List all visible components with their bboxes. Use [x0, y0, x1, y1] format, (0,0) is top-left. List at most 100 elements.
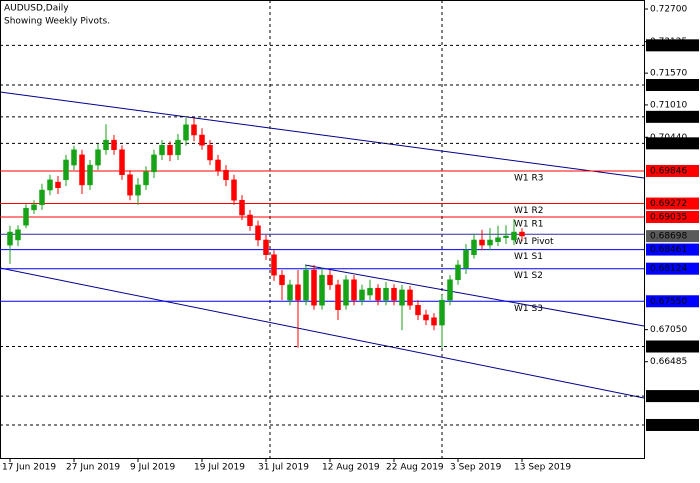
- candle-body: [15, 229, 21, 241]
- level-name: W1 R2: [514, 206, 543, 216]
- candle-body: [71, 149, 77, 166]
- level-label-box: [646, 243, 699, 256]
- level-name: W1 R1: [514, 219, 543, 229]
- candle-body: [63, 159, 69, 181]
- candle-body: [343, 279, 349, 306]
- trend-line: [0, 267, 645, 399]
- level-label-box: [646, 390, 699, 403]
- candle-body: [263, 239, 269, 255]
- candle-body: [439, 299, 445, 326]
- x-tick-label: 22 Aug 2019: [386, 463, 444, 473]
- level-label-box: [646, 340, 699, 353]
- level-label: 0.69035: [650, 212, 687, 222]
- x-tick-label: 3 Sep 2019: [450, 463, 502, 473]
- candle-body: [23, 207, 29, 226]
- chart-subtitle: Showing Weekly Pivots.: [4, 17, 110, 27]
- candle-body: [127, 174, 133, 196]
- candle-body: [351, 279, 357, 301]
- level-label-box: [646, 110, 699, 123]
- level-name: W1 S2: [514, 271, 543, 281]
- level-label: 0.70800: [650, 112, 687, 122]
- level-label-box: [646, 262, 699, 275]
- level-label-box: [646, 39, 699, 52]
- plot-frame: [0, 0, 645, 459]
- candle-body: [375, 287, 381, 301]
- candle-body: [495, 237, 501, 242]
- x-tick-label: 31 Jul 2019: [258, 463, 309, 473]
- candle-body: [479, 239, 485, 246]
- x-tick-label: 27 Jun 2019: [66, 463, 120, 473]
- candle-body: [247, 214, 253, 227]
- level-label: 0.69272: [650, 199, 687, 209]
- candle-body: [199, 134, 205, 146]
- candle-body: [335, 284, 341, 311]
- x-tick-label: 17 Jun 2019: [2, 463, 56, 473]
- candle-body: [143, 171, 149, 186]
- level-label-box: [646, 295, 699, 308]
- candle-body: [311, 269, 317, 306]
- candle-body: [447, 279, 453, 301]
- y-tick-label: 0.66485: [650, 357, 687, 367]
- trend-line: [0, 91, 645, 179]
- level-label-box: [646, 197, 699, 210]
- candle-body: [519, 231, 525, 237]
- candle-body: [31, 204, 37, 211]
- candle-body: [463, 249, 469, 269]
- level-label-box: [646, 137, 699, 150]
- candle-body: [287, 284, 293, 301]
- level-label-box: [646, 79, 699, 92]
- level-label: 0.65879: [650, 392, 687, 402]
- candle-body: [167, 144, 173, 156]
- level-label: 0.68461: [650, 245, 687, 255]
- trend-line: [304, 264, 645, 327]
- candle-body: [319, 274, 325, 306]
- chart-title: AUDUSD,Daily: [4, 4, 69, 14]
- candle-body: [231, 179, 237, 201]
- candle-body: [391, 287, 397, 301]
- candle-body: [279, 274, 285, 286]
- candle-body: [423, 314, 429, 321]
- x-tick-label: 19 Jul 2019: [194, 463, 245, 473]
- level-label: 0.70333: [650, 139, 687, 149]
- candle-body: [223, 169, 229, 181]
- candle-body: [327, 274, 333, 286]
- candle-body: [383, 287, 389, 301]
- candle-body: [151, 154, 157, 173]
- candle-body: [111, 139, 117, 151]
- candle-body: [79, 154, 85, 186]
- candle-body: [183, 124, 189, 141]
- current-price-box: [646, 230, 699, 243]
- candle-body: [47, 179, 53, 191]
- candle-body: [487, 239, 493, 246]
- candle-body: [399, 289, 405, 306]
- candle-body: [207, 144, 213, 161]
- level-label: 0.66753: [650, 342, 687, 352]
- x-tick-label: 13 Sep 2019: [514, 463, 571, 473]
- candle-body: [415, 304, 421, 316]
- candle-body: [431, 317, 437, 326]
- level-label: 0.69846: [650, 166, 687, 176]
- candle-body: [471, 239, 477, 255]
- candle-body: [503, 235, 509, 238]
- candle-body: [255, 225, 261, 241]
- x-tick-label: 9 Jul 2019: [130, 463, 175, 473]
- candle-body: [367, 287, 373, 296]
- candle-body: [7, 231, 13, 246]
- candle-body: [159, 144, 165, 156]
- y-tick-label: 0.71570: [650, 69, 687, 79]
- level-label: 0.65370: [650, 420, 687, 430]
- level-label-box: [646, 418, 699, 431]
- candle-body: [511, 231, 517, 241]
- level-label-box: [646, 210, 699, 223]
- level-name: W1 Pivot: [514, 237, 554, 247]
- y-tick-label: 0.71010: [650, 100, 687, 110]
- candle-body: [303, 269, 309, 301]
- candle-body: [95, 149, 101, 166]
- level-label-box: [646, 164, 699, 177]
- level-label: 0.72060: [650, 41, 687, 51]
- level-name: W1 S1: [514, 252, 543, 262]
- level-name: W1 R3: [514, 173, 543, 183]
